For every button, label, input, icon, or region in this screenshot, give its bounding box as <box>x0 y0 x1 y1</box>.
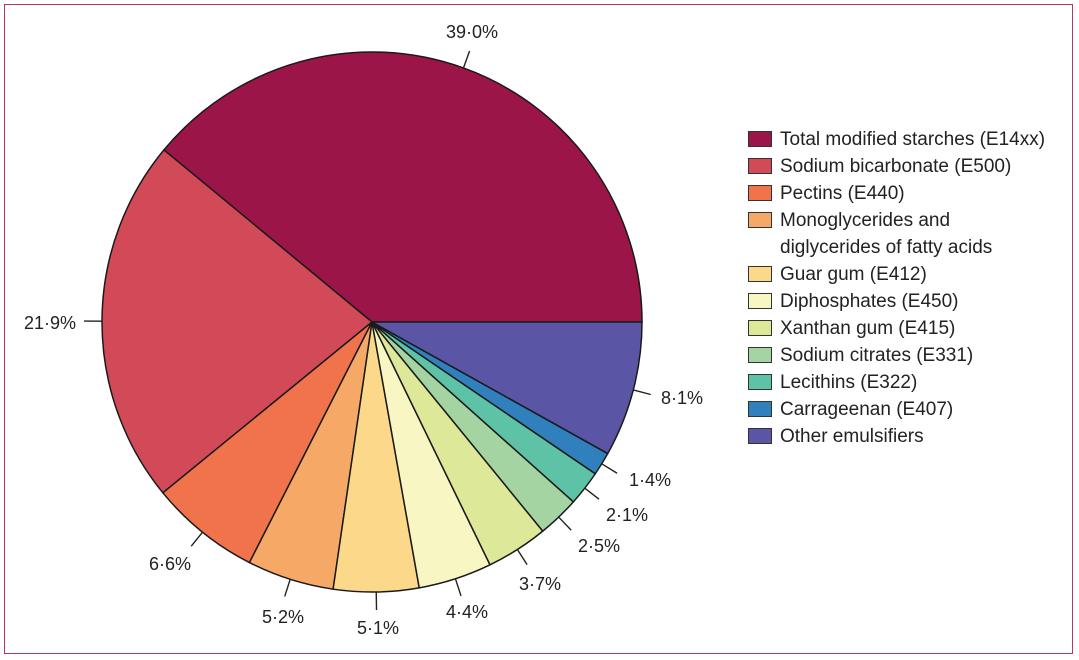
legend-label: Sodium bicarbonate (E500) <box>780 156 1012 177</box>
data-label: 1·4% <box>629 470 671 490</box>
legend-swatch <box>748 374 772 390</box>
legend-item: Sodium citrates (E331) <box>748 342 1068 369</box>
legend-swatch <box>748 401 772 417</box>
leader-line <box>633 389 651 396</box>
legend-swatch <box>748 266 772 282</box>
leader-line <box>558 516 572 531</box>
leader-line <box>584 487 600 500</box>
legend-swatch <box>748 293 772 309</box>
legend-label: Total modified starches (E14xx) <box>780 129 1046 150</box>
legend-label: Guar gum (E412) <box>780 264 927 285</box>
legend-swatch <box>748 428 772 444</box>
legend-swatch <box>748 320 772 336</box>
legend-item: Carrageenan (E407) <box>748 396 1068 423</box>
pie-slice <box>371 321 643 455</box>
legend-item: Guar gum (E412) <box>748 261 1068 288</box>
legend-label: Other emulsifiers <box>780 426 924 447</box>
legend-item: Sodium bicarbonate (E500) <box>748 153 1068 180</box>
legend-label: Lecithins (E322) <box>780 372 918 393</box>
legend-swatch <box>748 347 772 363</box>
legend: Total modified starches (E14xx) Sodium bi… <box>748 126 1068 450</box>
legend-item: Diphosphates (E450) <box>748 288 1068 315</box>
pie-slice <box>163 51 643 323</box>
data-label: 39·0% <box>446 22 498 42</box>
pie-slice <box>101 149 373 494</box>
legend-swatch <box>748 131 772 147</box>
data-label: 2·1% <box>606 505 648 525</box>
legend-label: Xanthan gum (E415) <box>780 318 956 339</box>
legend-label: Sodium citrates (E331) <box>780 345 974 366</box>
data-label: 6·6% <box>149 554 191 574</box>
leader-line <box>516 549 528 566</box>
data-label: 2·5% <box>578 536 620 556</box>
legend-item: Total modified starches (E14xx) <box>748 126 1068 153</box>
data-label: 5·2% <box>262 607 304 627</box>
legend-label: Diphosphates (E450) <box>780 291 959 312</box>
legend-label: Carrageenan (E407) <box>780 399 954 420</box>
legend-swatch <box>748 158 772 174</box>
data-label: 4·4% <box>446 602 488 622</box>
legend-label: Monoglycerides and diglycerides of fatty… <box>780 210 993 258</box>
data-label: 21·9% <box>24 313 76 333</box>
legend-item: Xanthan gum (E415) <box>748 315 1068 342</box>
legend-swatch <box>748 185 772 201</box>
data-label: 3·7% <box>519 574 561 594</box>
leader-line <box>284 579 291 597</box>
leader-line <box>190 531 204 547</box>
legend-label: Pectins (E440) <box>780 183 905 204</box>
data-label: 5·1% <box>357 618 399 638</box>
legend-item: Lecithins (E322) <box>748 369 1068 396</box>
leader-line <box>454 578 462 597</box>
legend-item: Other emulsifiers <box>748 423 1068 450</box>
pie-slice <box>162 321 373 564</box>
legend-swatch <box>748 212 772 228</box>
leader-line <box>462 50 471 69</box>
data-label: 8·1% <box>661 388 703 408</box>
figure-frame <box>4 4 1073 654</box>
leader-line <box>601 463 618 474</box>
legend-item: Pectins (E440) <box>748 180 1068 207</box>
legend-item: Monoglycerides and diglycerides of fatty… <box>748 207 1068 261</box>
